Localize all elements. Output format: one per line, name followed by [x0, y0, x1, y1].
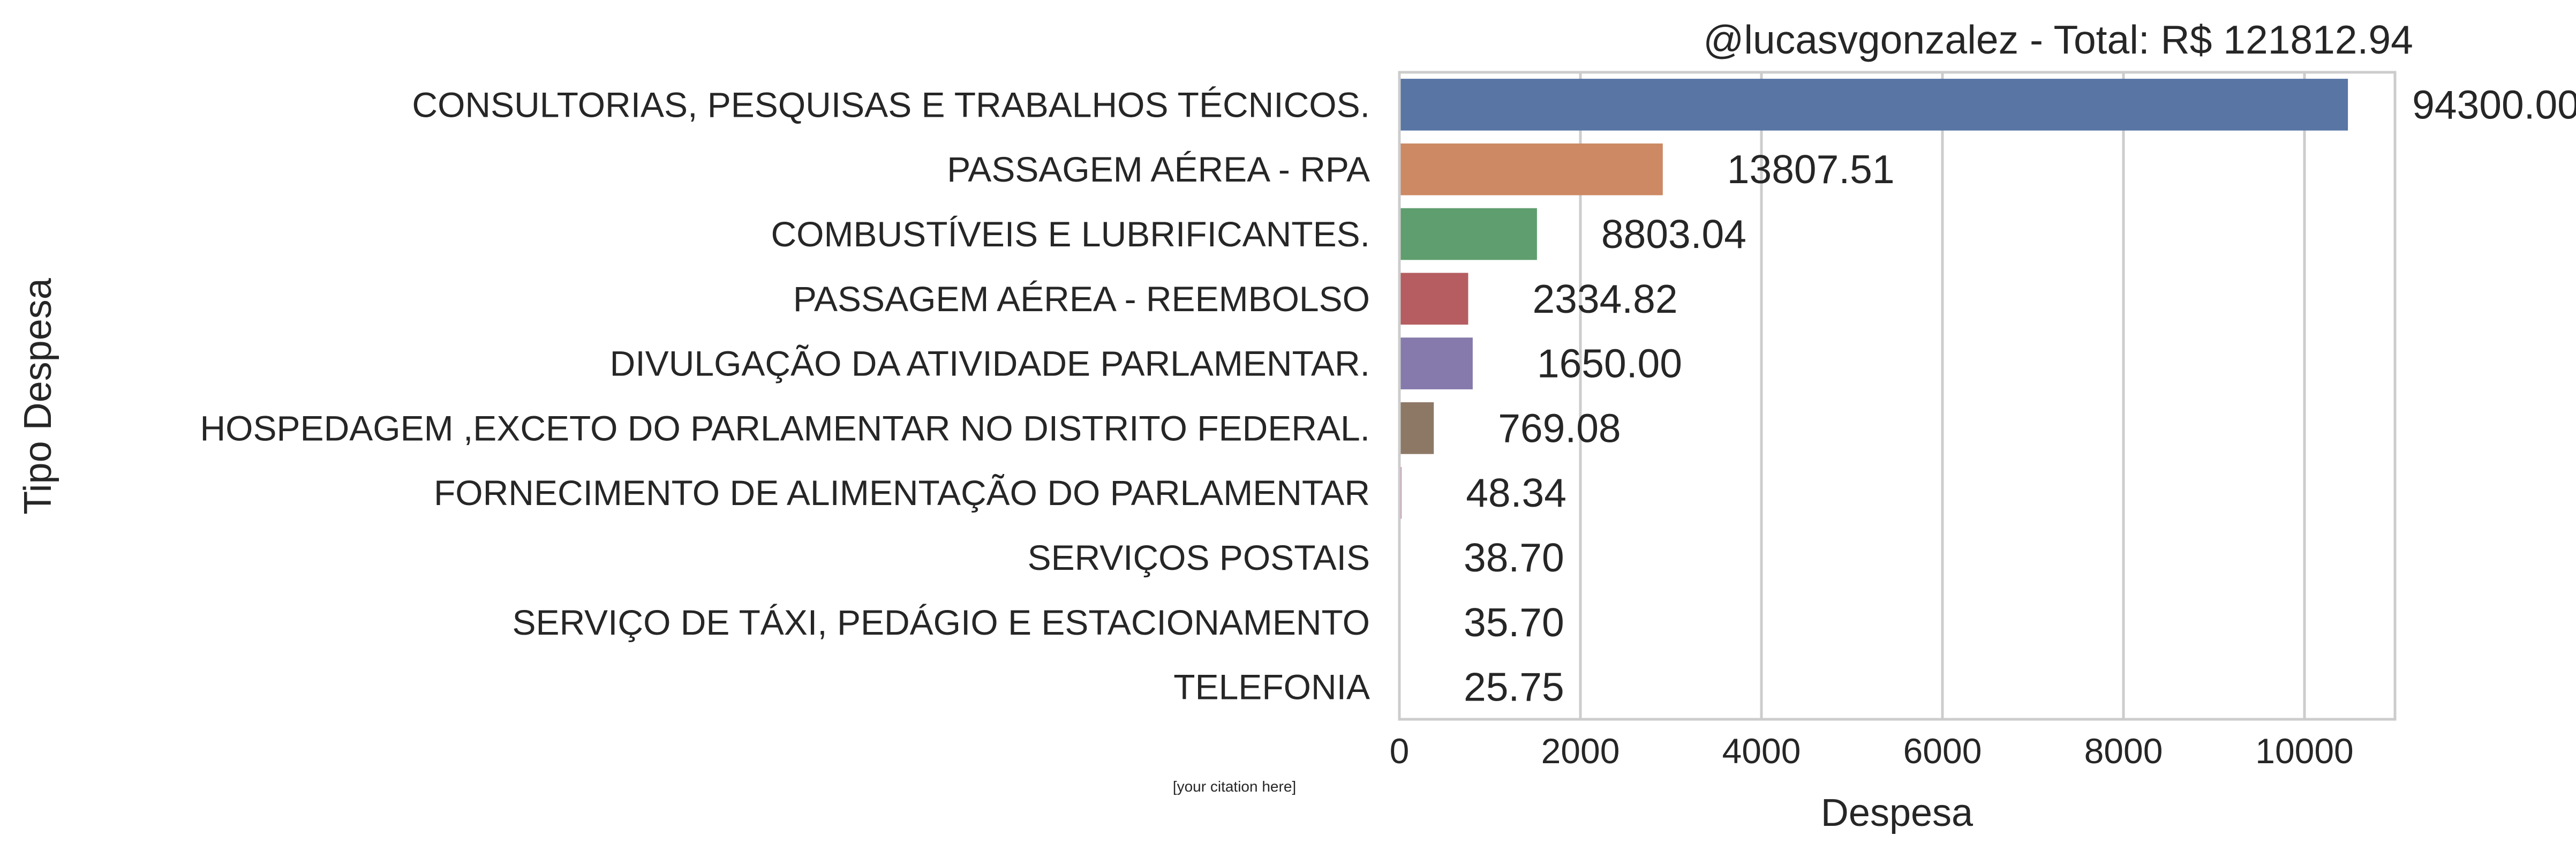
x-tick-labels: 0 2000 4000 6000 8000 10000	[1390, 731, 2354, 771]
category-label: SERVIÇO DE TÁXI, PEDÁGIO E ESTACIONAMENT…	[513, 603, 1370, 642]
value-label: 38.70	[1464, 535, 1564, 580]
plot-frame	[1398, 71, 2397, 721]
value-label: 94300.00	[2412, 82, 2576, 127]
x-tick-label: 10000	[2255, 731, 2354, 771]
x-tick-label: 6000	[1903, 731, 1982, 771]
bar	[1399, 143, 1663, 195]
x-tick-label: 8000	[2084, 731, 2163, 771]
x-tick-label: 2000	[1541, 731, 1620, 771]
citation-text: [your citation here]	[1173, 778, 1296, 795]
value-label: 769.08	[1498, 405, 1621, 450]
bar	[1399, 208, 1537, 260]
value-label: 8803.04	[1601, 212, 1746, 257]
value-label: 48.34	[1466, 470, 1566, 515]
category-label: DIVULGAÇÃO DA ATIVIDADE PARLAMENTAR.	[610, 344, 1370, 383]
bars	[1399, 79, 2348, 519]
bar	[1399, 273, 1468, 325]
x-tick-label: 0	[1390, 731, 1410, 771]
category-label: PASSAGEM AÉREA - REEMBOLSO	[793, 279, 1370, 319]
category-label: CONSULTORIAS, PESQUISAS E TRABALHOS TÉCN…	[412, 85, 1370, 124]
value-label: 13807.51	[1727, 147, 1895, 192]
value-label: 2334.82	[1532, 276, 1677, 321]
value-labels: 94300.00 13807.51 8803.04 2334.82 1650.00 769…	[1464, 82, 2576, 709]
x-tick-label: 4000	[1722, 731, 1801, 771]
bar	[1399, 337, 1473, 389]
category-label: PASSAGEM AÉREA - RPA	[947, 149, 1370, 189]
bar	[1399, 402, 1434, 454]
value-label: 35.70	[1464, 600, 1564, 645]
category-label: COMBUSTÍVEIS E LUBRIFICANTES.	[771, 214, 1370, 254]
category-label: TELEFONIA	[1173, 667, 1370, 707]
category-label: HOSPEDAGEM ,EXCETO DO PARLAMENTAR NO DIS…	[200, 408, 1370, 448]
bar	[1399, 79, 2348, 131]
category-label: SERVIÇOS POSTAIS	[1028, 538, 1370, 577]
value-label: 1650.00	[1537, 341, 1682, 386]
y-axis-label: Tipo Despesa	[17, 277, 59, 515]
x-axis-label: Despesa	[1821, 792, 1974, 834]
chart-title: @lucasvgonzalez - Total: R$ 121812.94	[1703, 17, 2413, 62]
category-labels: CONSULTORIAS, PESQUISAS E TRABALHOS TÉCN…	[200, 85, 1370, 706]
value-label: 25.75	[1464, 665, 1564, 710]
category-label: FORNECIMENTO DE ALIMENTAÇÃO DO PARLAMENT…	[434, 473, 1370, 513]
